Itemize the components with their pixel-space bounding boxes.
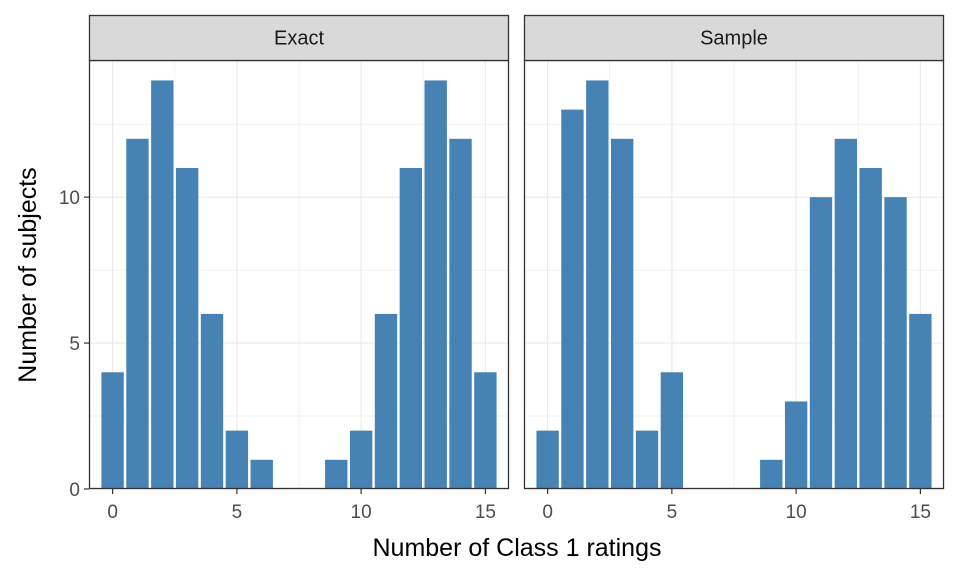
y-axis-title: Number of subjects	[14, 167, 42, 382]
bar-sample-2	[586, 80, 609, 489]
panel-exact: Exact 0 5 10 15 0 5 10	[59, 14, 510, 523]
facet-strip	[88, 14, 510, 62]
bar-exact-1	[126, 138, 149, 490]
x-tick-label: 0	[542, 502, 553, 523]
bar-sample-14	[884, 197, 907, 489]
bar-sample-0	[536, 430, 559, 489]
bar-exact-0	[101, 372, 124, 489]
y-tick-label: 0	[69, 480, 80, 501]
bar-sample-9	[760, 459, 783, 489]
bar-sample-1	[561, 109, 584, 489]
x-tick-label: 10	[351, 502, 372, 523]
facet-strip	[523, 14, 945, 62]
chart-panels: Exact 0 5 10 15 0 5 10 Sample 0 5 10 15	[59, 14, 945, 523]
bar-sample-13	[859, 167, 882, 489]
bar-exact-15	[474, 372, 497, 489]
bar-exact-4	[200, 313, 224, 489]
bar-sample-4	[635, 430, 659, 489]
x-tick-label: 5	[232, 502, 243, 523]
x-tick-label: 5	[667, 502, 678, 523]
bar-sample-10	[784, 401, 808, 489]
x-tick-label: 10	[786, 502, 807, 523]
bar-exact-14	[449, 138, 472, 490]
bar-sample-5	[660, 372, 684, 489]
bar-exact-6	[250, 459, 273, 489]
facet-strip-label: Sample	[700, 28, 768, 50]
panel-sample: Sample 0 5 10 15	[523, 14, 945, 523]
bar-exact-9	[325, 459, 348, 489]
bar-exact-13	[424, 80, 447, 489]
x-tick-label: 15	[475, 502, 496, 523]
bar-exact-12	[399, 167, 423, 489]
x-tick-label: 0	[107, 502, 118, 523]
bar-sample-3	[610, 138, 634, 490]
x-axis-title: Number of Class 1 ratings	[372, 534, 661, 562]
bar-exact-2	[151, 80, 174, 489]
bar-exact-11	[374, 313, 398, 489]
bar-sample-15	[909, 313, 932, 489]
bar-exact-10	[349, 430, 373, 489]
bar-exact-5	[225, 430, 249, 489]
y-tick-label: 10	[59, 188, 80, 209]
bar-sample-11	[809, 197, 833, 489]
bar-exact-3	[175, 167, 199, 489]
bar-sample-12	[834, 138, 858, 490]
facet-strip-label: Exact	[274, 28, 324, 50]
x-tick-label: 15	[910, 502, 931, 523]
y-tick-label: 5	[69, 334, 80, 355]
